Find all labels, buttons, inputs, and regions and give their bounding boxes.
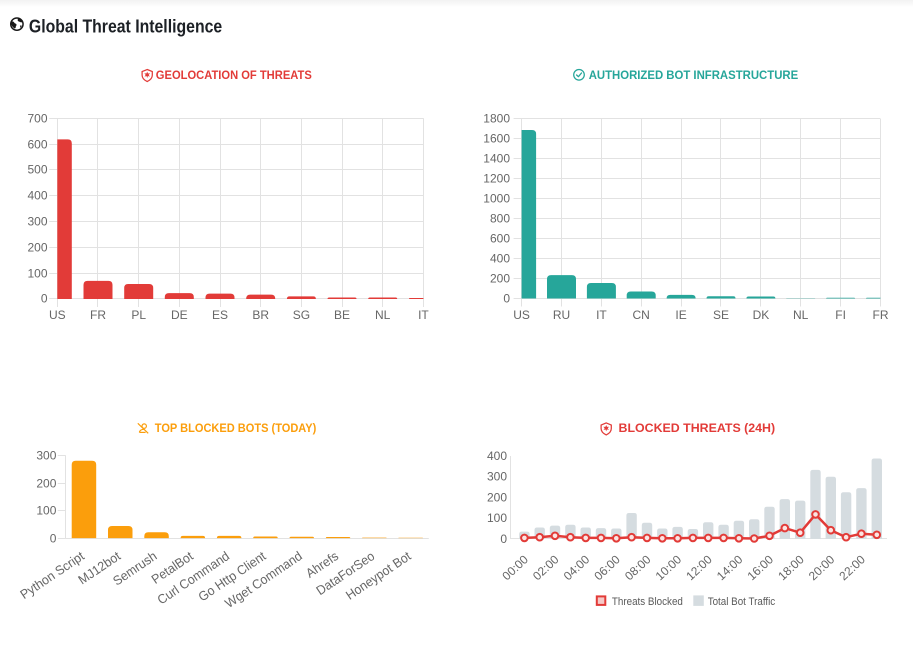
svg-text:16:00: 16:00 bbox=[745, 552, 777, 583]
svg-text:10:00: 10:00 bbox=[653, 552, 685, 583]
svg-text:PL: PL bbox=[131, 308, 146, 322]
svg-text:IE: IE bbox=[675, 308, 686, 322]
svg-text:IT: IT bbox=[596, 308, 607, 322]
svg-text:0: 0 bbox=[50, 532, 57, 546]
svg-text:100: 100 bbox=[36, 504, 56, 518]
svg-text:400: 400 bbox=[490, 252, 510, 266]
svg-text:08:00: 08:00 bbox=[622, 552, 654, 583]
svg-text:US: US bbox=[49, 308, 66, 322]
svg-text:300: 300 bbox=[27, 215, 47, 229]
svg-text:600: 600 bbox=[27, 138, 47, 152]
svg-text:DK: DK bbox=[753, 308, 770, 322]
svg-text:400: 400 bbox=[487, 449, 507, 463]
svg-text:22:00: 22:00 bbox=[836, 552, 868, 583]
svg-text:NL: NL bbox=[375, 308, 391, 322]
svg-text:600: 600 bbox=[490, 232, 510, 246]
svg-text:BLOCKED THREATS (24H): BLOCKED THREATS (24H) bbox=[619, 421, 776, 435]
svg-text:200: 200 bbox=[36, 477, 56, 491]
svg-text:1800: 1800 bbox=[483, 112, 510, 126]
svg-text:700: 700 bbox=[27, 112, 47, 126]
svg-text:TOP BLOCKED BOTS (TODAY): TOP BLOCKED BOTS (TODAY) bbox=[155, 421, 317, 435]
svg-text:SE: SE bbox=[713, 308, 729, 322]
svg-text:100: 100 bbox=[27, 267, 47, 281]
svg-text:BE: BE bbox=[334, 308, 350, 322]
svg-text:02:00: 02:00 bbox=[530, 552, 562, 583]
svg-text:0: 0 bbox=[503, 292, 510, 306]
svg-text:00:00: 00:00 bbox=[499, 552, 531, 583]
svg-text:NL: NL bbox=[793, 308, 809, 322]
svg-text:0: 0 bbox=[41, 292, 48, 306]
svg-text:0: 0 bbox=[500, 532, 507, 546]
svg-text:BR: BR bbox=[252, 308, 269, 322]
svg-text:FR: FR bbox=[90, 308, 106, 322]
svg-text:DE: DE bbox=[171, 308, 188, 322]
svg-text:200: 200 bbox=[487, 490, 507, 504]
svg-text:18:00: 18:00 bbox=[775, 552, 807, 583]
svg-text:GEOLOCATION OF THREATS: GEOLOCATION OF THREATS bbox=[156, 68, 312, 82]
svg-text:US: US bbox=[513, 308, 530, 322]
svg-text:CN: CN bbox=[633, 308, 650, 322]
svg-text:IT: IT bbox=[418, 308, 429, 322]
svg-text:1400: 1400 bbox=[483, 152, 510, 166]
svg-text:1600: 1600 bbox=[483, 132, 510, 146]
svg-text:14:00: 14:00 bbox=[714, 552, 746, 583]
svg-text:Global Threat Intelligence: Global Threat Intelligence bbox=[29, 17, 222, 37]
svg-text:Total Bot Traffic: Total Bot Traffic bbox=[708, 596, 776, 608]
svg-text:200: 200 bbox=[490, 272, 510, 286]
svg-text:RU: RU bbox=[553, 308, 570, 322]
svg-text:04:00: 04:00 bbox=[561, 552, 593, 583]
svg-text:400: 400 bbox=[27, 189, 47, 203]
svg-text:500: 500 bbox=[27, 163, 47, 177]
svg-text:200: 200 bbox=[27, 241, 47, 255]
svg-text:AUTHORIZED BOT INFRASTRUCTURE: AUTHORIZED BOT INFRASTRUCTURE bbox=[589, 68, 799, 82]
svg-text:Threats Blocked: Threats Blocked bbox=[612, 596, 683, 608]
svg-text:800: 800 bbox=[490, 212, 510, 226]
svg-text:1000: 1000 bbox=[483, 192, 510, 206]
svg-text:100: 100 bbox=[487, 511, 507, 525]
svg-text:300: 300 bbox=[36, 449, 56, 463]
svg-text:FR: FR bbox=[873, 308, 889, 322]
svg-text:20:00: 20:00 bbox=[806, 552, 838, 583]
svg-text:1200: 1200 bbox=[483, 172, 510, 186]
svg-text:06:00: 06:00 bbox=[591, 552, 623, 583]
svg-text:ES: ES bbox=[212, 308, 228, 322]
svg-text:SG: SG bbox=[293, 308, 310, 322]
svg-text:FI: FI bbox=[835, 308, 846, 322]
svg-text:300: 300 bbox=[487, 470, 507, 484]
svg-text:12:00: 12:00 bbox=[683, 552, 715, 583]
